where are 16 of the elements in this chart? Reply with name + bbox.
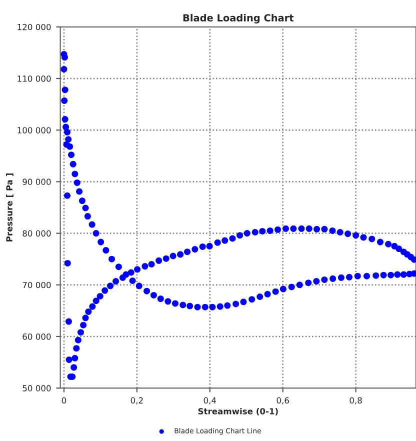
y-tick-label: 100 000 (18, 127, 51, 134)
x-axis-title: Streamwise (0-1) (198, 408, 278, 416)
y-axis-title: Pressure [ Pa ] (6, 174, 14, 242)
x-tick-label: 0,6 (276, 397, 289, 404)
chart-title: Blade Loading Chart (183, 14, 294, 24)
y-tick-label: 80 000 (22, 230, 51, 237)
x-tick-label: 0 (62, 397, 66, 404)
x-tick-label: 0,4 (204, 397, 216, 404)
y-tick-label: 50 000 (22, 385, 51, 392)
x-tick-label: 0,8 (350, 397, 362, 404)
x-tick-label: 0,2 (130, 397, 143, 404)
y-tick-label: 70 000 (22, 282, 51, 288)
y-tick-label: 120 000 (18, 24, 51, 30)
y-tick-label: 110 000 (18, 75, 51, 82)
y-tick-label: 60 000 (22, 333, 51, 340)
y-tick-label: 90 000 (22, 178, 51, 185)
